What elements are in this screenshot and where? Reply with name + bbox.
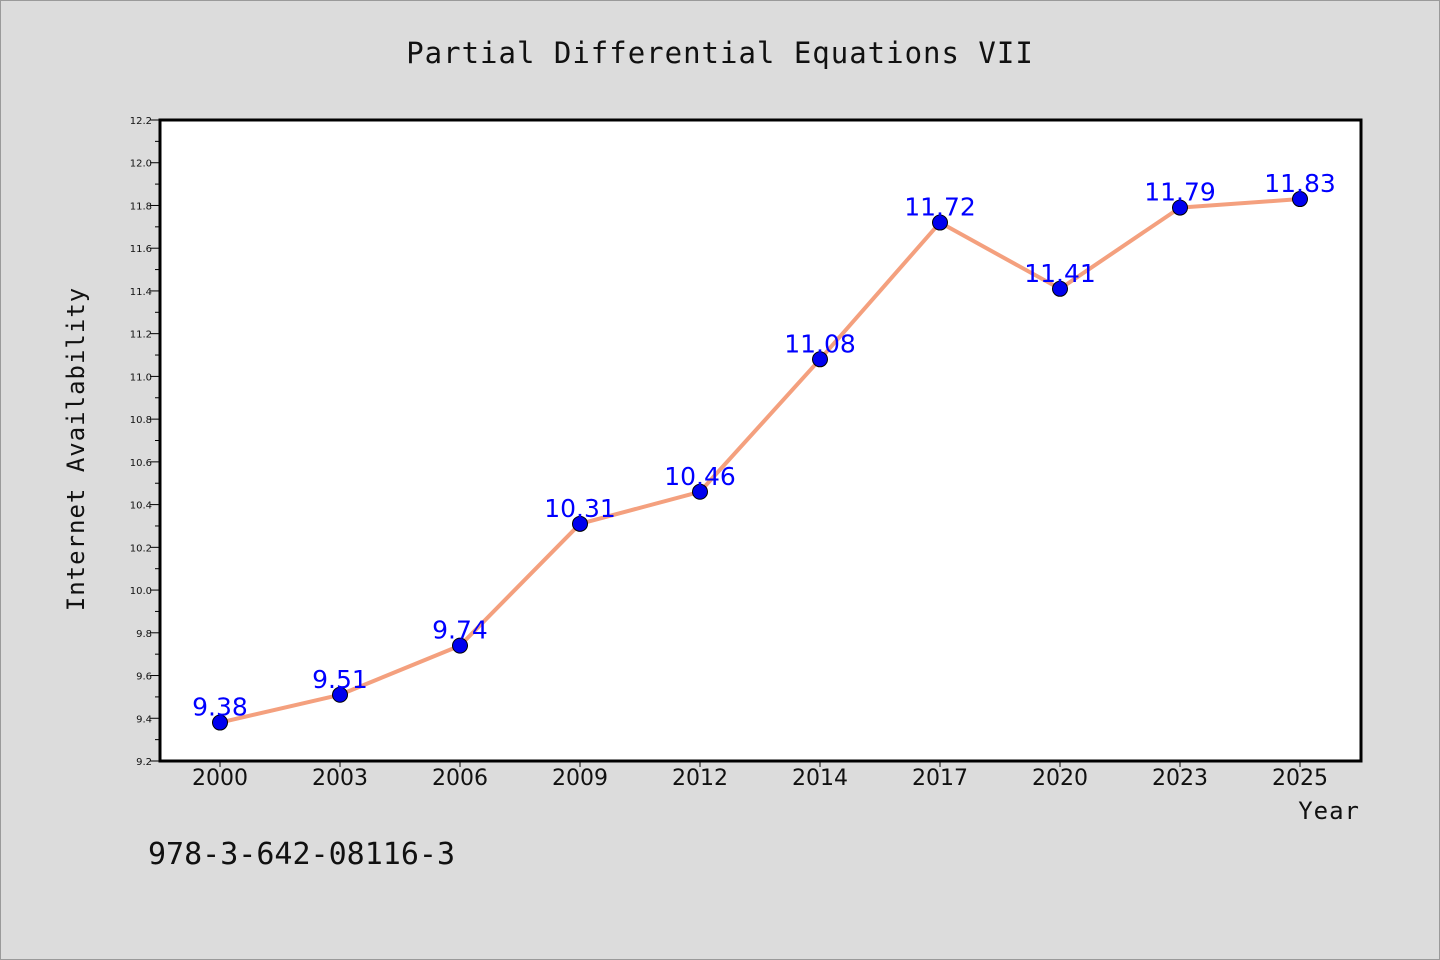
data-label: 9.38 <box>192 693 248 722</box>
x-tick-label: 2003 <box>312 766 368 791</box>
data-label: 11.41 <box>1024 259 1096 288</box>
x-tick-label: 2009 <box>552 766 608 791</box>
x-tick-label: 2017 <box>912 766 968 791</box>
chart-title: Partial Differential Equations VII <box>406 36 1034 70</box>
data-label: 11.08 <box>784 329 856 358</box>
data-point <box>1172 199 1188 216</box>
data-point <box>1052 280 1068 297</box>
y-tick-label: 10.0 <box>130 586 152 597</box>
series-line-group: 9.38 9.51 9.74 10.31 10.46 11.08 11.72 11.41 11.… <box>192 169 1336 731</box>
series-line <box>218 197 1302 725</box>
x-tick-label: 2014 <box>792 766 848 791</box>
y-tick-label: 10.6 <box>130 458 152 469</box>
y-axis: 9.2 9.4 9.6 9.8 10.0 10.2 10.4 10.6 10.8 11.0 11.2… <box>130 116 160 768</box>
x-tick-label: 2012 <box>672 766 728 791</box>
x-axis: 2000 2003 2006 2009 2012 2014 2017 2020 2023 2025 <box>192 761 1328 791</box>
y-tick-label: 11.6 <box>130 244 152 255</box>
y-tick-label: 9.8 <box>136 629 152 640</box>
data-label: 10.46 <box>664 462 736 491</box>
y-axis-title: Internet Availability <box>62 287 90 611</box>
y-tick-label: 11.8 <box>130 201 152 212</box>
data-point <box>452 637 468 654</box>
y-tick-label: 11.2 <box>130 330 152 341</box>
x-tick-label: 2006 <box>432 766 488 791</box>
x-tick-label: 2025 <box>1272 766 1328 791</box>
x-tick-label: 2023 <box>1152 766 1208 791</box>
y-tick-label: 11.0 <box>130 372 152 383</box>
x-axis-title: Year <box>1298 797 1360 825</box>
data-label: 9.51 <box>312 665 368 694</box>
data-point <box>692 483 708 500</box>
data-label: 11.72 <box>904 193 976 222</box>
plot-area <box>158 118 1363 763</box>
data-label: 11.83 <box>1264 169 1336 198</box>
data-point <box>212 714 228 731</box>
isbn-text: 978-3-642-08116-3 <box>148 837 455 872</box>
data-label: 9.74 <box>432 616 488 645</box>
y-tick-label: 12.2 <box>130 116 152 127</box>
y-tick-label: 10.2 <box>130 543 152 554</box>
y-tick-label: 9.6 <box>136 672 152 683</box>
data-point <box>1292 191 1308 208</box>
data-point <box>332 686 348 703</box>
data-point <box>572 515 588 532</box>
data-label: 11.79 <box>1144 178 1216 207</box>
x-tick-label: 2020 <box>1032 766 1088 791</box>
y-tick-label: 11.4 <box>130 287 152 298</box>
y-tick-label: 10.4 <box>130 501 152 512</box>
data-label: 10.31 <box>544 494 616 523</box>
y-tick-label: 9.4 <box>136 714 152 725</box>
y-tick-label: 10.8 <box>130 415 152 426</box>
data-point <box>932 214 948 231</box>
data-point <box>812 351 828 368</box>
x-tick-label: 2000 <box>192 766 248 791</box>
y-tick-label: 12.0 <box>130 159 152 170</box>
y-tick-label: 9.2 <box>136 757 152 768</box>
